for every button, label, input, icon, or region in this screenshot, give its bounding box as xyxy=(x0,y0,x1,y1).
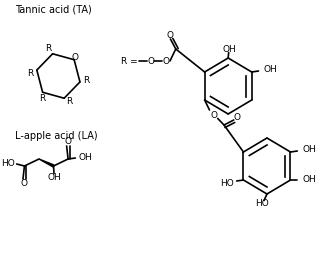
Text: OH: OH xyxy=(263,64,277,74)
Text: OH: OH xyxy=(79,152,92,162)
Polygon shape xyxy=(39,159,54,167)
Text: O: O xyxy=(21,179,28,187)
Text: R: R xyxy=(66,97,72,106)
Text: O: O xyxy=(233,114,240,122)
Text: OH: OH xyxy=(302,145,316,153)
Text: R: R xyxy=(27,69,33,78)
Text: R: R xyxy=(45,44,51,53)
Text: HO: HO xyxy=(255,199,269,207)
Text: R =: R = xyxy=(121,56,138,66)
Text: R: R xyxy=(83,76,89,85)
Text: R: R xyxy=(39,94,46,103)
Text: Tannic acid (TA): Tannic acid (TA) xyxy=(15,4,91,14)
Text: O: O xyxy=(163,56,169,66)
Text: O: O xyxy=(166,31,173,39)
Text: OH: OH xyxy=(48,173,61,181)
Text: HO: HO xyxy=(220,179,234,187)
Text: O: O xyxy=(147,56,154,66)
Text: O: O xyxy=(65,138,71,146)
Text: O: O xyxy=(211,110,218,120)
Text: HO: HO xyxy=(1,158,15,168)
Text: O: O xyxy=(71,53,79,62)
Text: L-apple acid (LA): L-apple acid (LA) xyxy=(15,131,97,141)
Text: OH: OH xyxy=(222,45,236,55)
Text: OH: OH xyxy=(302,175,316,185)
